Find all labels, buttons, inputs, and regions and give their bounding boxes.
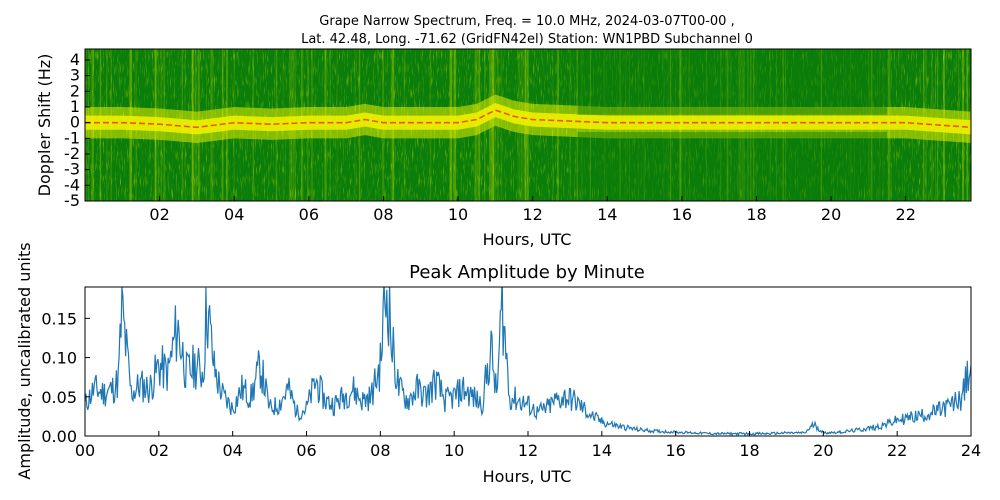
amplitude-xtick-label: 12 xyxy=(518,441,538,460)
amplitude-xtick-label: 08 xyxy=(370,441,390,460)
spectrogram-image xyxy=(85,49,971,201)
amplitude-frame xyxy=(84,286,972,437)
spectrogram-ytick-label: -4 xyxy=(64,175,80,194)
spectrogram-xtick-label: 10 xyxy=(448,205,468,224)
amplitude-panel: Peak Amplitude by Minute 00 02 04 06 08 10 12 1… xyxy=(15,242,981,486)
spectrogram-ytick-label: 3 xyxy=(70,66,80,85)
amplitude-ylabel: Amplitude, uncalibrated units xyxy=(15,242,34,479)
spectrogram-xtick-label: 18 xyxy=(746,205,766,224)
amplitude-xtick-label: 10 xyxy=(444,441,464,460)
amplitude-title: Peak Amplitude by Minute xyxy=(409,262,645,283)
amplitude-xtick-label: 04 xyxy=(222,441,242,460)
carrier-line xyxy=(85,109,971,129)
spectrogram-ytick-label: -3 xyxy=(64,160,80,179)
spectrogram-xtick-label: 22 xyxy=(896,205,916,224)
amplitude-ytick-label: 0.05 xyxy=(41,388,77,407)
amplitude-series-line xyxy=(85,287,971,436)
spectrogram-ytick-label: 1 xyxy=(70,97,80,116)
amplitude-xtick-label: 14 xyxy=(592,441,612,460)
spectrogram-ytick-label: 2 xyxy=(70,81,80,100)
spectrogram-xtick-label: 20 xyxy=(821,205,841,224)
amplitude-xtick-label: 22 xyxy=(887,441,907,460)
spectrogram-xtick-label: 02 xyxy=(149,205,169,224)
spectrogram-ytick-label: -5 xyxy=(64,191,80,210)
amplitude-xtick-label: 24 xyxy=(961,441,981,460)
amplitude-xtick-label: 00 xyxy=(75,441,95,460)
spectrogram-xtick-label: 04 xyxy=(224,205,244,224)
amplitude-ytick-label: 0.10 xyxy=(41,349,77,368)
spectrogram-frame xyxy=(84,48,972,202)
quiet-region xyxy=(577,49,888,115)
spectrogram-xlabel: Hours, UTC xyxy=(483,230,572,249)
spectrogram-xtick-label: 14 xyxy=(597,205,617,224)
figure-title-line2: Lat. 42.48, Long. -71.62 (GridFN42el) St… xyxy=(301,32,753,47)
spectrogram-xtick-label: 06 xyxy=(299,205,319,224)
amplitude-ytick-label: 0.15 xyxy=(41,309,77,328)
amplitude-xtick-label: 18 xyxy=(739,441,759,460)
quiet-region xyxy=(577,132,888,201)
amplitude-xtick-label: 02 xyxy=(149,441,169,460)
spectrogram-xtick-label: 12 xyxy=(522,205,542,224)
spectrogram-xtick-label: 16 xyxy=(672,205,692,224)
amplitude-xtick-label: 20 xyxy=(813,441,833,460)
spectrogram-ytick-label: -2 xyxy=(64,144,80,163)
amplitude-ytick-label: 0.00 xyxy=(41,427,77,446)
spectrogram-ytick-label: 0 xyxy=(70,113,80,132)
spectrogram-ylabel: Doppler Shift (Hz) xyxy=(35,54,54,197)
spectrogram-ytick-label: 4 xyxy=(70,50,80,69)
amplitude-xtick-label: 06 xyxy=(296,441,316,460)
spectrogram-ytick-label: -1 xyxy=(64,128,80,147)
carrier-band-core xyxy=(85,103,971,135)
spectrogram-xtick-label: 08 xyxy=(373,205,393,224)
figure-title-line1: Grape Narrow Spectrum, Freq. = 10.0 MHz,… xyxy=(319,14,734,29)
amplitude-xtick-label: 16 xyxy=(665,441,685,460)
amplitude-xlabel: Hours, UTC xyxy=(483,467,572,486)
